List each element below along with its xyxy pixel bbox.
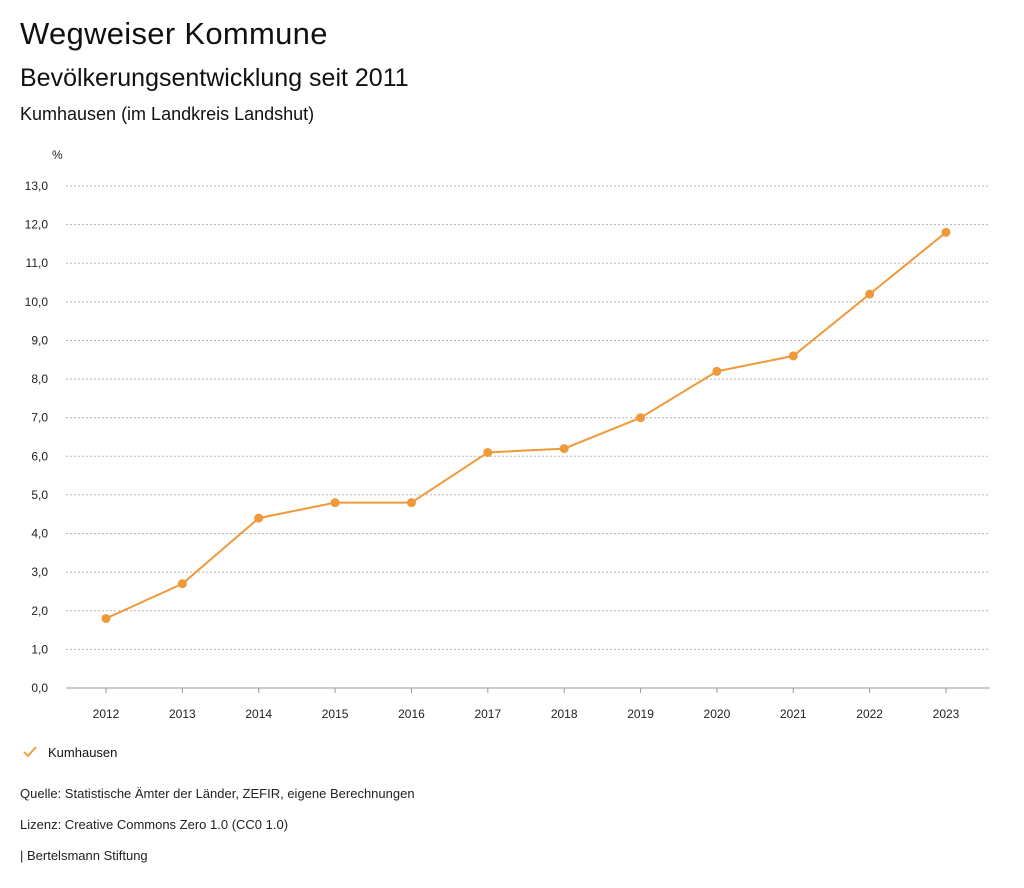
data-point (330, 498, 340, 508)
y-tick-label: 2,0 (31, 604, 48, 618)
data-point (712, 366, 722, 376)
x-tick-label: 2014 (245, 707, 272, 721)
x-tick-label: 2013 (169, 707, 196, 721)
y-tick-label: 3,0 (31, 565, 48, 579)
y-tick-label: 1,0 (31, 642, 48, 656)
y-tick-label: 7,0 (31, 411, 48, 425)
y-axis-unit: % (52, 148, 63, 162)
y-tick-label: 5,0 (31, 488, 48, 502)
data-point (865, 289, 875, 299)
line-chart: % 0,0 1,0 2,0 3,0 4,0 5,0 6,0 7,0 8,0 9,0 10,0 11,0 1… (25, 148, 990, 721)
y-tick-label: 12,0 (25, 218, 49, 232)
data-point (788, 351, 798, 361)
x-tick-label: 2020 (704, 707, 731, 721)
source-note: Quelle: Statistische Ämter der Länder, Z… (20, 786, 415, 801)
y-tick-label: 11,0 (26, 256, 49, 270)
chart-subtitle: Bevölkerungsentwicklung seit 2011 (20, 64, 409, 92)
x-tick-label: 2019 (627, 707, 654, 721)
x-tick-label: 2018 (551, 707, 578, 721)
x-tick-label: 2017 (474, 707, 501, 721)
x-tick-label: 2012 (93, 707, 120, 721)
region-label: Kumhausen (im Landkreis Landshut) (20, 104, 315, 124)
x-tick-label: 2016 (398, 707, 425, 721)
license-note: Lizenz: Creative Commons Zero 1.0 (CC0 1… (20, 817, 289, 832)
y-tick-label: 0,0 (31, 681, 48, 695)
x-tick-label: 2023 (933, 707, 960, 721)
x-tick-label: 2015 (322, 707, 349, 721)
x-tick-label: 2022 (856, 707, 883, 721)
chart-legend[interactable]: Kumhausen (22, 744, 117, 760)
data-point (559, 444, 569, 454)
data-point (177, 579, 187, 589)
y-tick-label: 9,0 (31, 333, 48, 347)
data-point (941, 227, 951, 237)
legend-label: Kumhausen (48, 744, 118, 760)
brand-note: | Bertelsmann Stiftung (20, 848, 148, 863)
data-point (101, 613, 111, 623)
y-tick-label: 4,0 (31, 527, 48, 541)
page-title: Wegweiser Kommune (20, 16, 328, 51)
data-point (636, 413, 646, 423)
y-tick-label: 6,0 (31, 449, 48, 463)
check-icon (23, 746, 37, 758)
series-line (105, 231, 947, 620)
y-tick-label: 8,0 (31, 372, 48, 386)
y-tick-label: 10,0 (25, 295, 49, 309)
y-tick-label: 13,0 (25, 179, 49, 193)
data-point (406, 498, 416, 508)
x-tick-label: 2021 (780, 707, 807, 721)
data-point (483, 447, 493, 457)
data-point (254, 513, 264, 523)
